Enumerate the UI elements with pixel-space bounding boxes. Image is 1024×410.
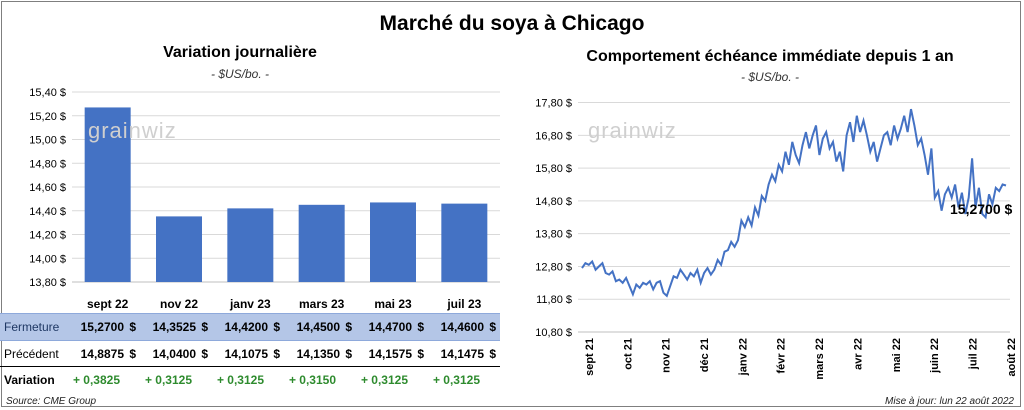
x-tick-label: mars 23 <box>299 297 345 311</box>
x-tick-label: sept 21 <box>584 338 596 376</box>
x-tick-label: nov 21 <box>661 338 673 373</box>
table-cell: + 0,3825 <box>72 373 120 387</box>
bar <box>370 202 416 282</box>
row-label: Variation <box>4 373 55 387</box>
table-cell: + 0,3125 <box>216 373 264 387</box>
left-chart-unit: - $US/bo. - <box>210 67 270 81</box>
bar <box>441 203 488 282</box>
left-watermark: grainwiz <box>88 118 177 143</box>
right-chart-unit: - $US/bo. - <box>740 70 800 84</box>
left-chart-title: Variation journalière <box>163 44 317 61</box>
table-cell: + 0,3125 <box>144 373 192 387</box>
y-tick-label: 16,80 $ <box>535 130 572 142</box>
right-line-chart: 10,80 $ 11,80 $ 12,80 $ 13,80 $ 14,80 $ 15,80… <box>535 98 1018 380</box>
right-series-line <box>581 108 1007 298</box>
x-tick-label: nov 22 <box>160 297 198 311</box>
y-tick-label: 14,80 $ <box>29 158 66 170</box>
x-tick-label: mai 23 <box>374 297 412 311</box>
table-cell: 14,4200 $ <box>224 320 280 334</box>
table-cell: + 0,3125 <box>432 373 480 387</box>
x-tick-label: mai 22 <box>891 338 903 372</box>
x-tick-label: oct 21 <box>622 338 634 370</box>
right-watermark: grainwiz <box>588 118 677 143</box>
left-gridlines <box>72 91 500 283</box>
left-x-axis: sept 22 nov 22 janv 23 mars 23 mai 23 juil 23 <box>87 297 482 311</box>
table-row-fermeture: Fermeture 15,2700 $ 14,3525 $ 14,4200 $ 14,… <box>0 313 500 341</box>
y-tick-label: 12,80 $ <box>535 261 572 273</box>
y-tick-label: 14,40 $ <box>29 206 66 218</box>
y-tick-label: 13,80 $ <box>535 229 572 241</box>
table-row-variation: Variation + 0,3825 + 0,3125 + 0,3125 + 0… <box>0 366 500 393</box>
y-tick-label: 14,20 $ <box>29 230 66 242</box>
table-cell: + 0,3150 <box>288 373 336 387</box>
table-cell: 14,1075 $ <box>224 347 280 361</box>
table-cell: 14,1475 $ <box>440 347 496 361</box>
table-row-precedent: Précédent 14,8875 $ 14,0400 $ 14,1075 $ 14,… <box>0 341 500 367</box>
bar <box>156 216 202 282</box>
x-tick-label: juil 23 <box>446 297 481 311</box>
table-cell: 14,1350 $ <box>296 347 352 361</box>
y-tick-label: 15,20 $ <box>29 111 66 123</box>
table-cell: 15,2700 $ <box>80 320 136 334</box>
x-tick-label: févr 22 <box>776 338 788 373</box>
y-tick-label: 17,80 $ <box>535 98 572 110</box>
table-cell: 14,4500 $ <box>296 320 352 334</box>
right-gridlines <box>578 102 1010 333</box>
table-cell: + 0,3125 <box>360 373 408 387</box>
y-tick-label: 14,60 $ <box>29 182 66 194</box>
left-y-axis: 13,80 $ 14,00 $ 14,20 $ 14,40 $ 14,60 $ 14,80… <box>29 87 66 289</box>
y-tick-label: 13,80 $ <box>29 277 66 289</box>
left-bar-chart: 13,80 $ 14,00 $ 14,20 $ 14,40 $ 14,60 $ 14,80… <box>29 87 500 311</box>
row-label: Précédent <box>4 347 59 361</box>
y-tick-label: 15,80 $ <box>535 163 572 175</box>
table-cell: 14,4700 $ <box>368 320 424 334</box>
x-tick-label: mars 22 <box>814 338 826 380</box>
bar <box>227 208 274 282</box>
x-tick-label: août 22 <box>1006 338 1018 377</box>
right-y-axis: 10,80 $ 11,80 $ 12,80 $ 13,80 $ 14,80 $ 15,80… <box>535 98 572 339</box>
table-cell: 14,1575 $ <box>368 347 424 361</box>
x-tick-label: juil 22 <box>968 338 980 370</box>
source-note: Source: CME Group <box>6 396 97 407</box>
y-tick-label: 10,80 $ <box>535 327 572 339</box>
x-tick-label: janv 23 <box>229 297 271 311</box>
y-tick-label: 15,40 $ <box>29 87 66 99</box>
table-cell: 14,0400 $ <box>152 347 208 361</box>
update-note: Mise à jour: lun 22 août 2022 <box>885 396 1014 407</box>
table-cell: 14,4600 $ <box>440 320 496 334</box>
row-label: Fermeture <box>4 320 60 334</box>
x-tick-label: déc 21 <box>699 338 711 372</box>
y-tick-label: 14,00 $ <box>29 253 66 265</box>
table-cell: 14,8875 $ <box>80 347 136 361</box>
y-tick-label: 15,00 $ <box>29 135 66 147</box>
x-tick-label: avr 22 <box>852 338 864 370</box>
last-value-label: 15,2700 $ <box>950 201 1013 217</box>
right-x-axis: sept 21 oct 21 nov 21 déc 21 janv 22 févr 22 m… <box>584 338 1018 380</box>
x-tick-label: juin 22 <box>929 338 941 374</box>
left-bars <box>84 107 488 282</box>
right-chart-title: Comportement échéance immédiate depuis 1… <box>586 48 954 65</box>
y-tick-label: 14,80 $ <box>535 196 572 208</box>
bar <box>298 204 345 282</box>
table-cell: 14,3525 $ <box>152 320 208 334</box>
y-tick-label: 11,80 $ <box>536 294 572 306</box>
bar <box>84 107 131 282</box>
main-title: Marché du soya à Chicago <box>379 12 645 35</box>
x-tick-label: janv 22 <box>737 338 749 376</box>
x-tick-label: sept 22 <box>87 297 129 311</box>
